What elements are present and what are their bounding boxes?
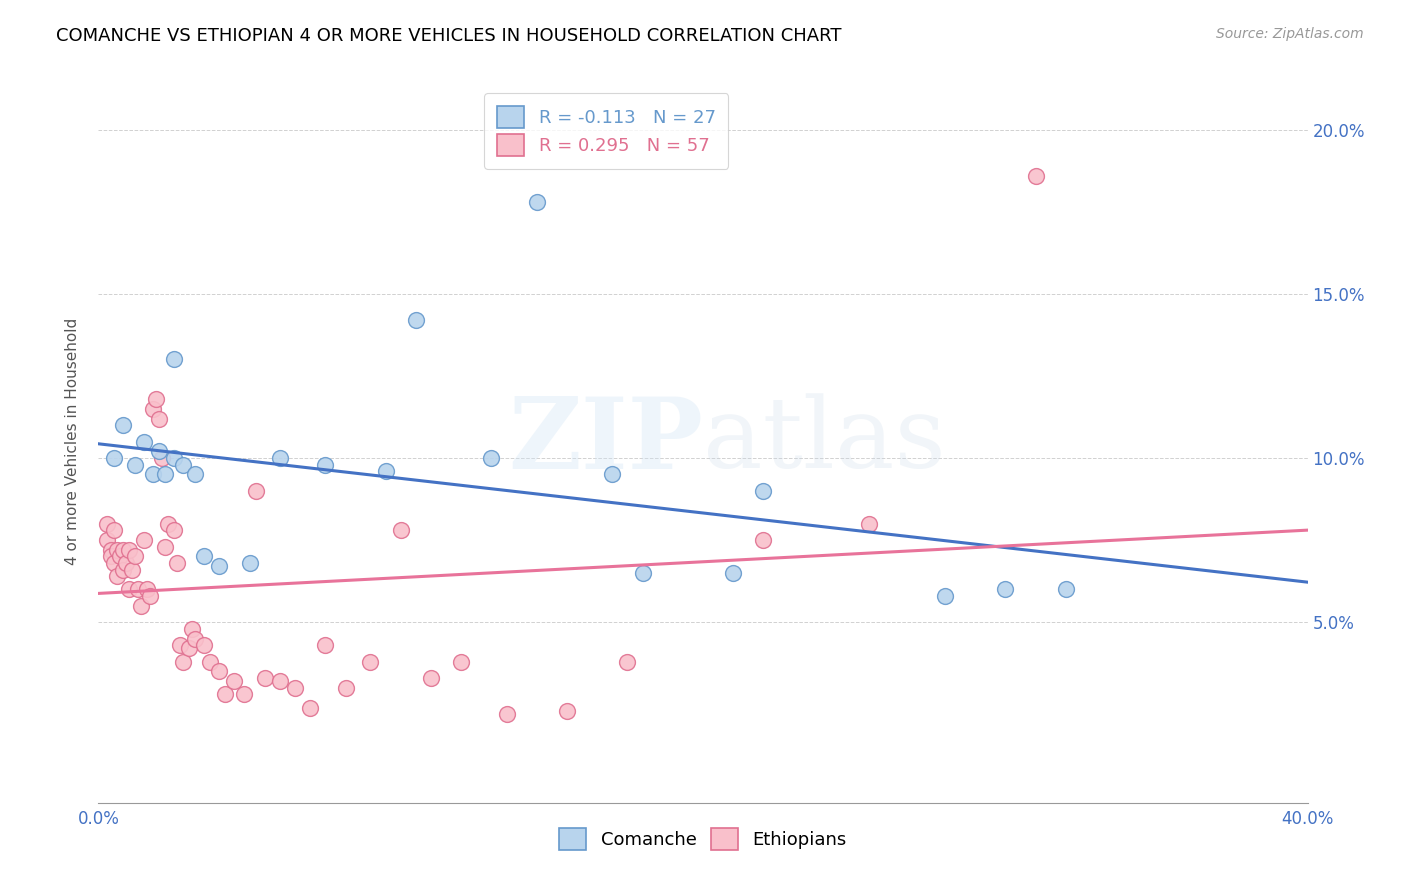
Point [224, 674, 246, 689]
Point [526, 194, 548, 209]
Point [1054, 582, 1077, 597]
Point [103, 523, 125, 537]
Point [114, 556, 136, 570]
Point [208, 665, 231, 679]
Point [148, 411, 170, 425]
Point [150, 450, 173, 465]
Point [450, 655, 472, 669]
Point [118, 542, 141, 557]
Point [139, 589, 162, 603]
Point [245, 483, 267, 498]
Point [163, 450, 186, 465]
Point [142, 467, 165, 482]
Point [193, 638, 215, 652]
Point [420, 671, 443, 685]
Point [127, 582, 149, 597]
Point [163, 523, 186, 537]
Point [172, 655, 194, 669]
Point [232, 687, 254, 701]
Point [200, 655, 222, 669]
Point [124, 549, 146, 564]
Point [153, 467, 176, 482]
Point [132, 434, 155, 449]
Point [208, 559, 231, 574]
Point [100, 549, 122, 564]
Point [181, 622, 204, 636]
Point [103, 450, 125, 465]
Point [124, 458, 146, 472]
Point [153, 540, 176, 554]
Point [179, 641, 201, 656]
Point [121, 563, 143, 577]
Point [111, 563, 134, 577]
Point [172, 458, 194, 472]
Point [269, 674, 291, 689]
Text: COMANCHE VS ETHIOPIAN 4 OR MORE VEHICLES IN HOUSEHOLD CORRELATION CHART: COMANCHE VS ETHIOPIAN 4 OR MORE VEHICLES… [56, 27, 842, 45]
Point [193, 549, 215, 564]
Text: atlas: atlas [703, 393, 946, 490]
Point [335, 681, 357, 695]
Point [145, 392, 167, 406]
Point [105, 569, 128, 583]
Point [374, 464, 396, 478]
Point [314, 638, 336, 652]
Point [184, 632, 207, 646]
Point [631, 566, 654, 580]
Point [129, 599, 152, 613]
Point [103, 556, 125, 570]
Point [253, 671, 276, 685]
Text: Source: ZipAtlas.com: Source: ZipAtlas.com [1216, 27, 1364, 41]
Point [184, 467, 207, 482]
Point [602, 467, 624, 482]
Point [148, 444, 170, 458]
Point [994, 582, 1017, 597]
Point [752, 533, 775, 547]
Point [108, 549, 131, 564]
Point [934, 589, 956, 603]
Point [752, 483, 775, 498]
Point [105, 542, 128, 557]
Point [111, 418, 134, 433]
Legend: Comanche, Ethiopians: Comanche, Ethiopians [550, 819, 856, 859]
Point [495, 707, 517, 722]
Point [214, 687, 236, 701]
Point [132, 533, 155, 547]
Point [169, 638, 191, 652]
Point [1024, 169, 1046, 183]
Point [269, 450, 291, 465]
Point [858, 516, 880, 531]
Point [118, 582, 141, 597]
Point [314, 458, 336, 472]
Point [239, 556, 262, 570]
Point [284, 681, 307, 695]
Point [156, 516, 179, 531]
Point [166, 556, 188, 570]
Point [555, 704, 578, 718]
Point [111, 542, 134, 557]
Point [360, 655, 382, 669]
Point [100, 542, 122, 557]
Point [96, 516, 118, 531]
Point [481, 450, 503, 465]
Point [389, 523, 412, 537]
Text: ZIP: ZIP [508, 393, 703, 490]
Y-axis label: 4 or more Vehicles in Household: 4 or more Vehicles in Household [65, 318, 80, 566]
Point [723, 566, 745, 580]
Point [616, 655, 638, 669]
Point [142, 401, 165, 416]
Point [135, 582, 157, 597]
Point [96, 533, 118, 547]
Point [405, 313, 427, 327]
Point [163, 352, 186, 367]
Point [299, 700, 322, 714]
